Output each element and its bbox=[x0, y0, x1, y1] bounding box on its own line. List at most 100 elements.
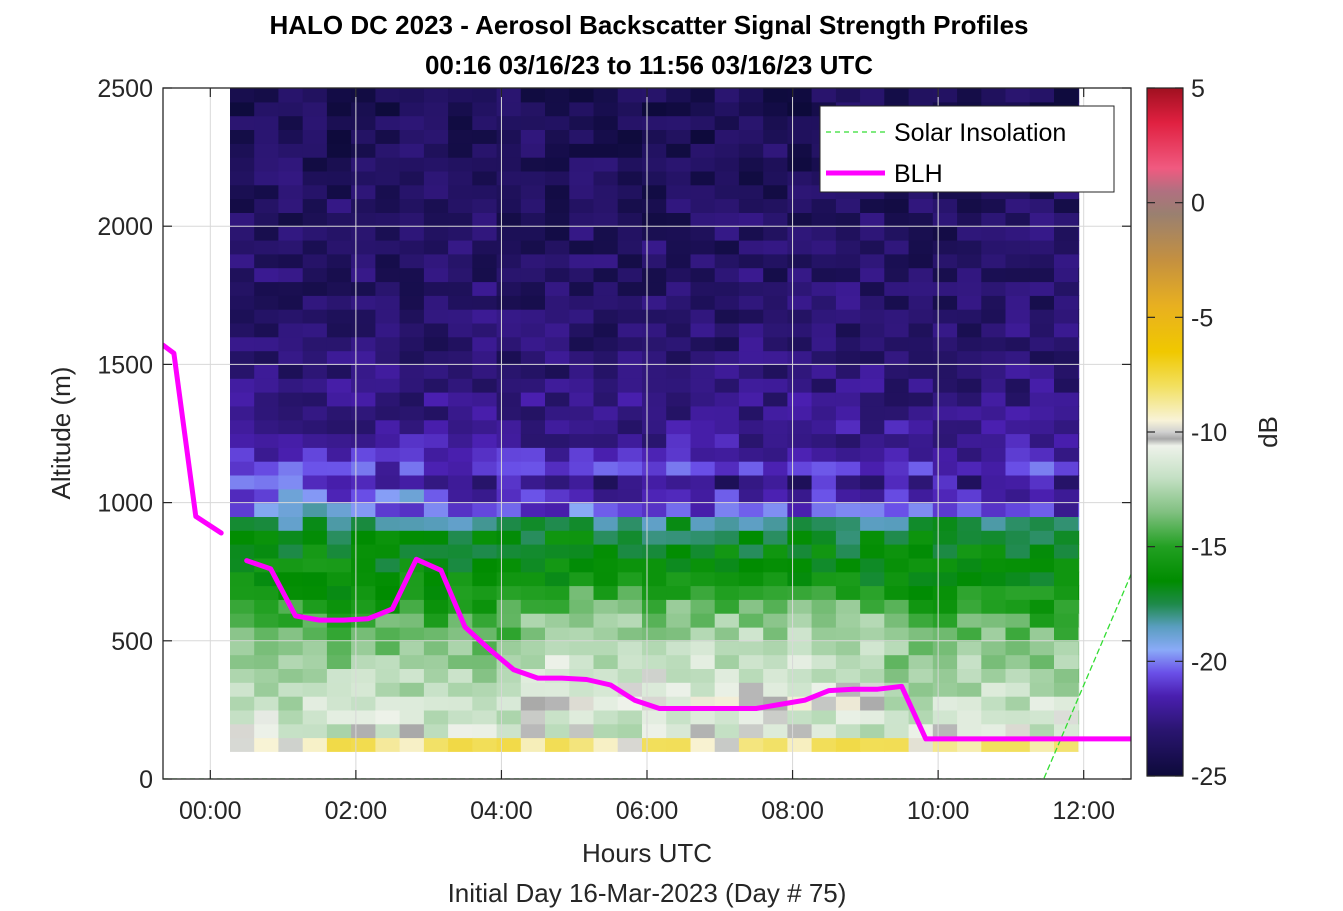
heatmap-cell bbox=[545, 613, 570, 628]
heatmap-cell bbox=[375, 419, 401, 435]
heatmap-cell bbox=[1005, 613, 1031, 628]
heatmap-cell bbox=[351, 157, 376, 172]
heatmap-cell bbox=[593, 544, 619, 559]
heatmap-cell bbox=[811, 267, 837, 283]
heatmap-cell bbox=[496, 585, 522, 600]
heatmap-cell bbox=[375, 696, 401, 711]
heatmap-cell bbox=[787, 654, 813, 669]
heatmap-cell bbox=[254, 682, 279, 697]
heatmap-cell bbox=[932, 475, 958, 490]
heatmap-cell bbox=[884, 295, 910, 310]
heatmap-cell bbox=[981, 640, 1007, 656]
heatmap-cell bbox=[375, 157, 401, 172]
heatmap-cell bbox=[763, 654, 788, 669]
heatmap-cell bbox=[690, 599, 716, 614]
heatmap-cell bbox=[1029, 627, 1055, 642]
heatmap-cell bbox=[690, 129, 716, 144]
heatmap-cell bbox=[375, 461, 401, 476]
heatmap-cell bbox=[302, 170, 328, 186]
heatmap-cell bbox=[448, 170, 473, 186]
heatmap-cell bbox=[884, 336, 910, 352]
heatmap-cell bbox=[230, 350, 255, 365]
heatmap-cell bbox=[351, 640, 376, 656]
heatmap-cell bbox=[496, 336, 522, 352]
heatmap-cell bbox=[254, 709, 279, 725]
heatmap-cell bbox=[1005, 378, 1031, 393]
heatmap-cell bbox=[908, 350, 934, 365]
heatmap-cell bbox=[545, 392, 570, 407]
heatmap-cell bbox=[617, 364, 643, 379]
heatmap-cell bbox=[545, 696, 570, 711]
heatmap-cell bbox=[860, 350, 885, 365]
heatmap-cell bbox=[593, 571, 619, 587]
heatmap-cell bbox=[254, 322, 279, 338]
legend: Solar Insolation BLH bbox=[819, 105, 1115, 193]
heatmap-cell bbox=[981, 613, 1007, 628]
heatmap-cell bbox=[593, 240, 619, 255]
heatmap-cell bbox=[278, 267, 304, 283]
heatmap-cell bbox=[714, 129, 740, 144]
heatmap-cell bbox=[254, 419, 279, 435]
heatmap-cell bbox=[569, 571, 595, 587]
heatmap-cell bbox=[423, 668, 449, 683]
heatmap-cell bbox=[763, 253, 788, 269]
heatmap-cell bbox=[545, 212, 570, 227]
heatmap-cell bbox=[957, 696, 982, 711]
heatmap-cell bbox=[254, 170, 279, 186]
heatmap-cell bbox=[884, 392, 910, 407]
heatmap-cell bbox=[666, 557, 691, 573]
heatmap-cell bbox=[302, 184, 328, 200]
heatmap-cell bbox=[302, 433, 328, 448]
heatmap-cell bbox=[545, 571, 570, 587]
heatmap-cell bbox=[690, 364, 716, 379]
heatmap-cell bbox=[1005, 668, 1031, 683]
heatmap-cell bbox=[520, 143, 546, 158]
heatmap-cell bbox=[351, 502, 376, 517]
heatmap-cell bbox=[375, 613, 401, 628]
heatmap-cell bbox=[254, 364, 279, 379]
heatmap-cell bbox=[932, 88, 958, 103]
heatmap-cell bbox=[642, 198, 667, 213]
heatmap-cell bbox=[787, 281, 813, 296]
heatmap-cell bbox=[932, 295, 958, 310]
heatmap-cell bbox=[666, 129, 691, 144]
heatmap-cell bbox=[1005, 267, 1031, 283]
heatmap-cell bbox=[860, 709, 885, 725]
heatmap-cell bbox=[375, 226, 401, 241]
heatmap-cell bbox=[254, 336, 279, 352]
heatmap-cell bbox=[448, 101, 473, 117]
heatmap-cell bbox=[1078, 212, 1080, 227]
heatmap-cell bbox=[375, 184, 401, 200]
heatmap-cell bbox=[835, 309, 861, 324]
heatmap-cell bbox=[302, 696, 328, 711]
heatmap-cell bbox=[520, 530, 546, 545]
heatmap-cell bbox=[569, 170, 595, 186]
heatmap-cell bbox=[714, 267, 740, 283]
heatmap-cell bbox=[254, 184, 279, 200]
heatmap-cell bbox=[666, 544, 691, 559]
heatmap-cell bbox=[811, 654, 837, 669]
heatmap-cell bbox=[545, 585, 570, 600]
heatmap-cell bbox=[811, 447, 837, 462]
heatmap-cell bbox=[714, 544, 740, 559]
heatmap-cell bbox=[399, 696, 425, 711]
heatmap-cell bbox=[496, 405, 522, 421]
heatmap-cell bbox=[835, 212, 861, 227]
heatmap-cell bbox=[545, 419, 570, 435]
heatmap-cell bbox=[278, 295, 304, 310]
heatmap-cell bbox=[642, 322, 667, 338]
heatmap-cell bbox=[981, 88, 1007, 103]
heatmap-cell bbox=[302, 640, 328, 656]
heatmap-cell bbox=[981, 336, 1007, 352]
heatmap-cell bbox=[738, 309, 764, 324]
heatmap-cell bbox=[981, 475, 1007, 490]
heatmap-cell bbox=[593, 322, 619, 338]
heatmap-cell bbox=[326, 530, 352, 545]
heatmap-cell bbox=[520, 627, 546, 642]
heatmap-cell bbox=[302, 599, 328, 614]
heatmap-cell bbox=[472, 170, 498, 186]
heatmap-cell bbox=[763, 723, 788, 739]
heatmap-cell bbox=[860, 226, 885, 241]
heatmap-cell bbox=[860, 668, 885, 683]
heatmap-cell bbox=[932, 640, 958, 656]
